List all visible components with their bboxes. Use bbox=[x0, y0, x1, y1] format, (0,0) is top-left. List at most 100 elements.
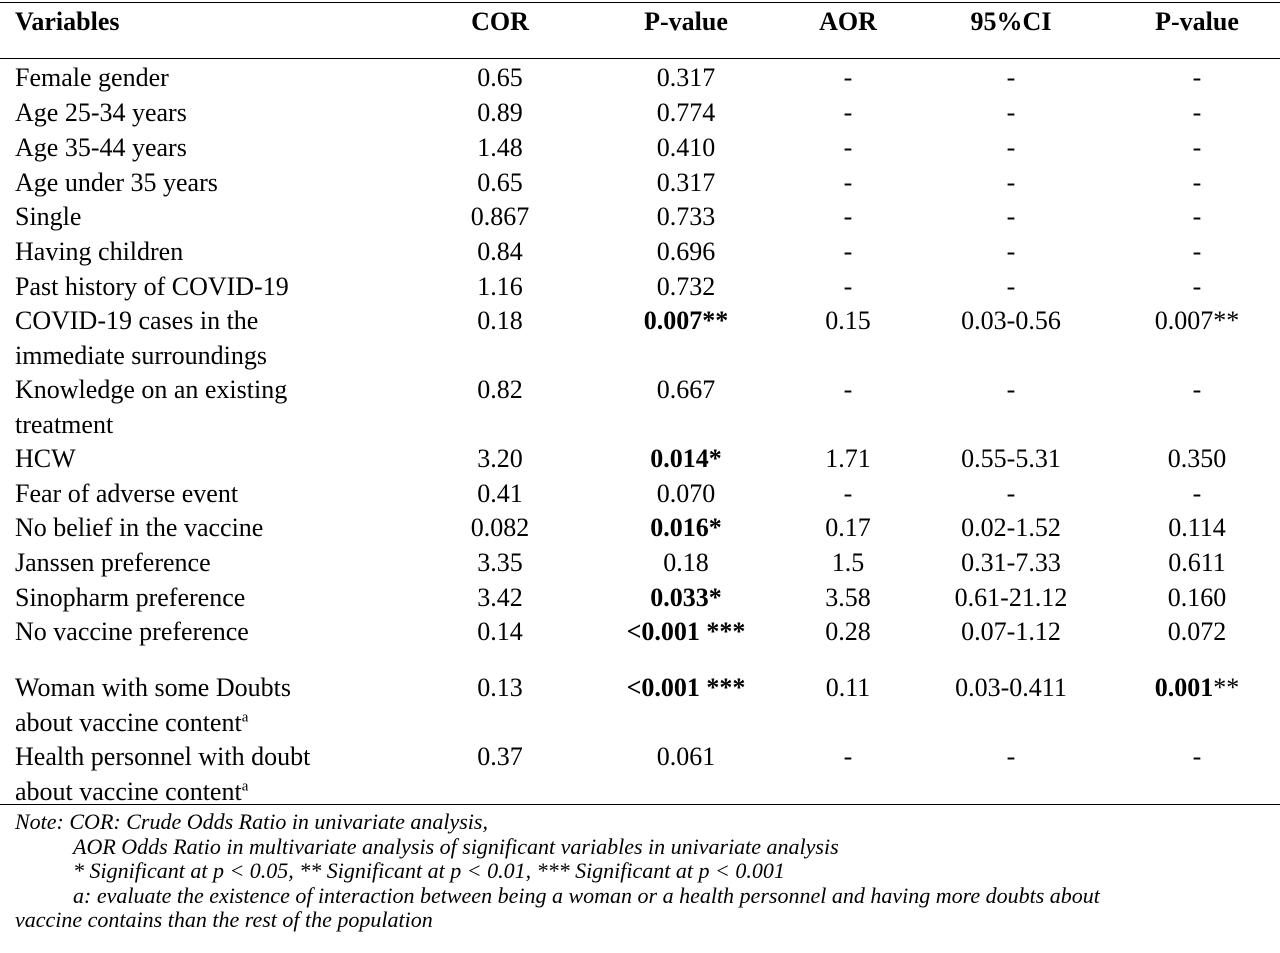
header-bottom-rule bbox=[0, 58, 1280, 59]
row-4-variable: Single bbox=[15, 199, 81, 234]
row-1-p2: - bbox=[1193, 95, 1202, 130]
row-1-cor: 0.89 bbox=[477, 98, 523, 127]
variable-text: Fear of adverse event bbox=[15, 479, 239, 508]
row-0-variable: Female gender bbox=[15, 60, 169, 95]
p-value-text: - bbox=[1192, 375, 1202, 404]
row-16-variable: Health personnel with doubt about vaccine… bbox=[15, 739, 310, 809]
p-value-text: 0.667 bbox=[656, 375, 716, 404]
row-5-p1: 0.696 bbox=[657, 234, 716, 269]
row-13-p1: 0.033* bbox=[650, 580, 722, 615]
row-2-p2: - bbox=[1193, 130, 1202, 165]
row-9-variable: HCW bbox=[15, 441, 76, 476]
variable-text: Single bbox=[15, 202, 82, 231]
row-7-aor: 0.15 bbox=[825, 306, 871, 335]
significance-stars: ** bbox=[1213, 673, 1240, 702]
row-13-p2: 0.160 bbox=[1168, 580, 1227, 615]
variable-text: Having children bbox=[15, 237, 184, 266]
row-6-aor: - bbox=[843, 272, 853, 301]
p-value-text: - bbox=[1192, 168, 1202, 197]
row-16-ci: - bbox=[1006, 742, 1016, 771]
row-2-ci: - bbox=[1006, 133, 1016, 162]
variable-text: Age 35-44 years bbox=[15, 133, 187, 162]
row-10-ci: - bbox=[1006, 479, 1016, 508]
variable-line: Knowledge on an existing bbox=[15, 372, 287, 407]
variable-line: immediate surroundings bbox=[15, 338, 267, 373]
row-11-cor: 0.082 bbox=[470, 513, 530, 542]
p-value-text: 0.410 bbox=[656, 133, 716, 162]
row-15-variable: Woman with some Doubts about vaccine cont… bbox=[15, 670, 291, 740]
row-8-p2: - bbox=[1193, 372, 1202, 407]
p-value-text: 0.350 bbox=[1167, 444, 1227, 473]
variable-text: Knowledge on an existing bbox=[15, 375, 288, 404]
row-15-cor: 0.13 bbox=[477, 673, 523, 702]
p-value-text: - bbox=[1192, 202, 1202, 231]
p-value-text: 0.733 bbox=[656, 202, 716, 231]
variable-text: Woman with some Doubts bbox=[15, 673, 291, 702]
row-1-p1: 0.774 bbox=[657, 95, 716, 130]
variable-text: about vaccine content bbox=[15, 708, 242, 737]
row-6-p2: - bbox=[1193, 269, 1202, 304]
variable-line: Woman with some Doubts bbox=[15, 670, 291, 705]
row-5-ci: - bbox=[1006, 237, 1016, 266]
row-7-p1: 0.007** bbox=[644, 303, 729, 338]
row-13-variable: Sinopharm preference bbox=[15, 580, 245, 615]
table-top-rule bbox=[0, 2, 1280, 3]
row-3-cor: 0.65 bbox=[477, 168, 523, 197]
p-value-text: 0.732 bbox=[656, 272, 716, 301]
row-11-aor: 0.17 bbox=[825, 513, 871, 542]
row-12-p1: 0.18 bbox=[663, 545, 709, 580]
row-15-p1: <0.001 *** bbox=[627, 670, 746, 705]
row-6-p1: 0.732 bbox=[657, 269, 716, 304]
row-6-cor: 1.16 bbox=[477, 272, 523, 301]
p-value-text: 0.774 bbox=[656, 98, 716, 127]
row-2-p1: 0.410 bbox=[657, 130, 716, 165]
p-value-text: 0.070 bbox=[656, 479, 716, 508]
variable-text: No vaccine preference bbox=[15, 617, 249, 646]
p-value-text: 0.18 bbox=[663, 548, 709, 577]
header-cor: COR bbox=[471, 7, 529, 36]
p-value-text: - bbox=[1192, 98, 1202, 127]
p-value-text: - bbox=[1192, 479, 1202, 508]
p-value-text: 0.160 bbox=[1167, 583, 1227, 612]
row-1-ci: - bbox=[1006, 98, 1016, 127]
row-11-p2: 0.114 bbox=[1168, 510, 1226, 545]
row-11-p1: 0.016* bbox=[650, 510, 722, 545]
row-2-cor: 1.48 bbox=[477, 133, 523, 162]
p-value-text: 0.114 bbox=[1168, 513, 1226, 542]
significant-p-value: 0.007** bbox=[643, 306, 729, 335]
p-value-text: - bbox=[1192, 742, 1202, 771]
significant-p-value: 0.033* bbox=[650, 583, 722, 612]
row-15-aor: 0.11 bbox=[825, 673, 871, 702]
row-10-cor: 0.41 bbox=[477, 479, 523, 508]
row-12-variable: Janssen preference bbox=[15, 545, 211, 580]
variable-line: Fear of adverse event bbox=[15, 476, 238, 511]
row-4-p1: 0.733 bbox=[657, 199, 716, 234]
row-10-p2: - bbox=[1193, 476, 1202, 511]
row-5-cor: 0.84 bbox=[477, 237, 523, 266]
row-7-variable: COVID-19 cases in the immediate surroundi… bbox=[15, 303, 267, 373]
significant-p-value: <0.001 *** bbox=[626, 617, 746, 646]
header-p-value-1: P-value bbox=[644, 7, 728, 36]
row-13-ci: 0.61-21.12 bbox=[954, 583, 1068, 612]
row-5-p2: - bbox=[1193, 234, 1202, 269]
row-8-ci: - bbox=[1006, 375, 1016, 404]
row-0-p1: 0.317 bbox=[657, 60, 716, 95]
row-16-cor: 0.37 bbox=[477, 742, 523, 771]
row-14-p2: 0.072 bbox=[1168, 614, 1227, 649]
row-3-p1: 0.317 bbox=[657, 165, 716, 200]
variable-text: Janssen preference bbox=[15, 548, 211, 577]
variable-line: Having children bbox=[15, 234, 183, 269]
p-value-text: - bbox=[1192, 272, 1202, 301]
table-bottom-rule bbox=[0, 804, 1280, 805]
variable-line: about vaccine contenta bbox=[15, 705, 291, 740]
p-value-text: 0.317 bbox=[656, 63, 716, 92]
row-9-ci: 0.55-5.31 bbox=[961, 444, 1061, 473]
note-line-4: a: evaluate the existence of interaction… bbox=[73, 882, 1100, 908]
variable-line: treatment bbox=[15, 407, 287, 442]
row-10-p1: 0.070 bbox=[657, 476, 716, 511]
row-0-aor: - bbox=[843, 63, 853, 92]
row-16-p2: - bbox=[1193, 739, 1202, 774]
row-15-p2: 0.001** bbox=[1155, 670, 1240, 705]
row-11-variable: No belief in the vaccine bbox=[15, 510, 263, 545]
p-value-text: - bbox=[1192, 63, 1202, 92]
